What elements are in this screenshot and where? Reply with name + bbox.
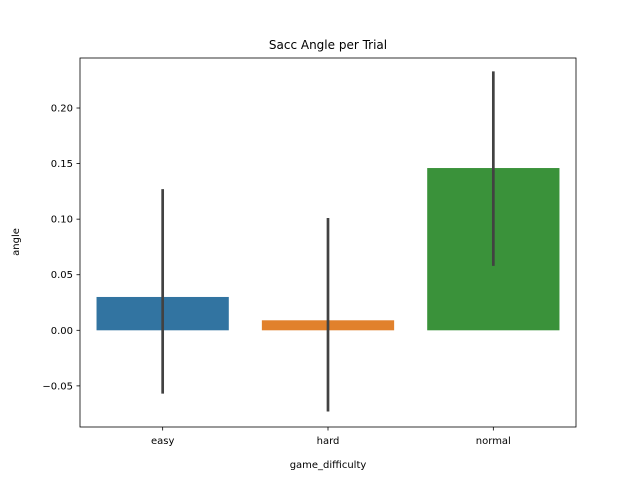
y-axis: −0.05 0.00 0.05 0.10 0.15 0.20 bbox=[42, 104, 80, 392]
x-tick-label-hard: hard bbox=[317, 436, 340, 447]
y-tick-label: −0.05 bbox=[42, 381, 73, 392]
x-tick-label-normal: normal bbox=[476, 436, 511, 447]
y-axis-label: angle bbox=[11, 228, 22, 256]
x-tick-label-easy: easy bbox=[151, 436, 174, 447]
y-tick-label: 0.00 bbox=[51, 326, 73, 337]
y-tick-label: 0.20 bbox=[51, 104, 73, 115]
y-tick-label: 0.10 bbox=[51, 215, 73, 226]
y-tick-label: 0.05 bbox=[51, 270, 73, 281]
error-bars-layer bbox=[161, 71, 495, 412]
chart-title: Sacc Angle per Trial bbox=[269, 38, 387, 52]
x-axis-label: game_difficulty bbox=[290, 460, 367, 471]
x-axis: easy hard normal bbox=[151, 427, 511, 447]
y-tick-label: 0.15 bbox=[51, 159, 73, 170]
